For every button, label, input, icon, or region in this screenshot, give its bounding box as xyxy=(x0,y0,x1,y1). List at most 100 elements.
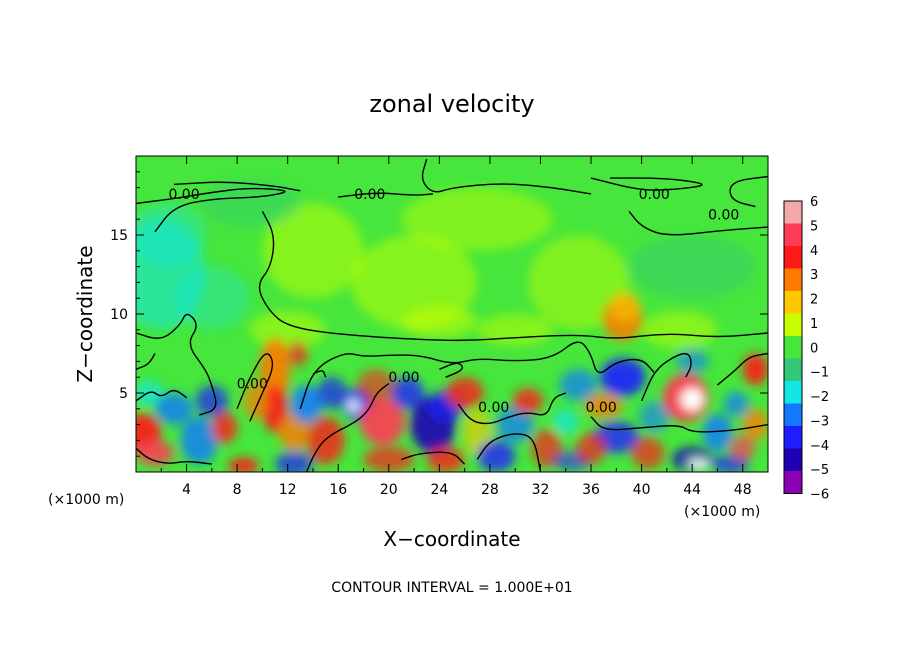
colorbar-label: −3 xyxy=(810,414,829,429)
field-blob xyxy=(631,437,665,469)
field-blob xyxy=(680,388,704,411)
colorbar-label: 3 xyxy=(810,268,818,283)
colorbar-label: −6 xyxy=(810,488,829,503)
y-axis: 5 10 15 xyxy=(110,171,768,457)
field-blob xyxy=(391,377,425,409)
field-blob xyxy=(199,179,301,228)
field-blob xyxy=(316,377,348,409)
contour-labels: 0.00 0.00 0.00 0.00 0.00 0.00 0.00 0.00 xyxy=(168,187,739,416)
colorbar-segment xyxy=(784,313,802,336)
contour-line xyxy=(421,158,592,195)
contour-interval-note: CONTOUR INTERVAL = 1.000E+01 xyxy=(331,580,572,596)
colorbar-segment xyxy=(784,448,802,471)
field-blob xyxy=(136,203,206,267)
field-blob xyxy=(180,416,219,465)
contour-line xyxy=(136,187,286,233)
field-blob xyxy=(359,397,406,446)
contour-line xyxy=(640,352,692,402)
field-blob xyxy=(290,385,324,424)
field-blob xyxy=(723,391,750,417)
field-blob xyxy=(275,451,313,472)
colorbar-label: −2 xyxy=(810,390,829,405)
colorbar-segment xyxy=(784,336,802,359)
contour-line xyxy=(439,362,463,378)
x-tick-label: 40 xyxy=(633,482,651,498)
contour-line xyxy=(338,192,434,198)
contour-line xyxy=(476,433,542,472)
x-tick-label: 44 xyxy=(683,482,701,498)
field-blob xyxy=(426,446,465,472)
velocity-field xyxy=(136,179,768,472)
colorbar-label: 5 xyxy=(810,219,818,234)
field-blob xyxy=(496,405,535,444)
field-blob xyxy=(249,310,326,349)
contour-line xyxy=(401,451,466,465)
colorbar-label: 6 xyxy=(810,195,818,210)
colorbar-label: 1 xyxy=(810,317,818,332)
field-blob xyxy=(599,358,646,397)
field-blob xyxy=(262,385,288,433)
contour-label: 0.00 xyxy=(237,377,268,393)
colorbar-label: −1 xyxy=(810,366,829,381)
contour-line xyxy=(173,181,301,192)
colorbar-segment xyxy=(784,358,802,381)
contour-label: 0.00 xyxy=(388,370,419,386)
field-blob xyxy=(173,266,250,330)
x-tick-label: 8 xyxy=(233,482,242,498)
x-tick-label: 16 xyxy=(329,482,347,498)
colorbar: 6 5 4 3 2 1 0 −1 −2 −3 −4 −5 −6 xyxy=(783,195,829,503)
field-blob xyxy=(527,235,629,330)
colorbar-segment xyxy=(784,381,802,404)
field-blob xyxy=(136,440,174,466)
contour-line xyxy=(136,447,212,465)
contour-label: 0.00 xyxy=(478,400,509,416)
field-blob xyxy=(584,393,623,419)
field-blob xyxy=(477,314,554,346)
colorbar-segment xyxy=(784,201,802,224)
contour-line xyxy=(236,353,274,422)
field-blob xyxy=(278,413,310,452)
contour-line xyxy=(305,382,390,472)
colorbar-segment xyxy=(784,471,802,494)
field-blob xyxy=(401,306,478,338)
contour-line xyxy=(457,392,567,425)
colorbar-segment xyxy=(784,426,802,449)
field-blob xyxy=(477,440,516,472)
contour-line xyxy=(729,175,768,208)
x-tick-label: 48 xyxy=(734,482,752,498)
x-tick-label: 36 xyxy=(582,482,600,498)
field-blob xyxy=(688,459,709,469)
x-tick-label: 24 xyxy=(430,482,448,498)
x-tick-label: 4 xyxy=(182,482,191,498)
x-tick-label: 12 xyxy=(279,482,297,498)
y-tick-label: 5 xyxy=(119,386,128,402)
field-blob xyxy=(401,187,554,251)
zero-contours xyxy=(136,158,768,472)
contour-label: 0.00 xyxy=(708,207,739,223)
field-blob xyxy=(350,235,478,330)
colorbar-segment xyxy=(784,291,802,314)
field-blob xyxy=(512,388,544,414)
contour-line xyxy=(590,177,703,191)
field-blob xyxy=(742,353,768,386)
colorbar-label: 4 xyxy=(810,244,818,259)
contour-line xyxy=(312,370,327,378)
contour-line xyxy=(258,210,768,342)
field-blob xyxy=(628,235,756,299)
plot-area xyxy=(136,156,768,472)
field-blob xyxy=(154,393,193,425)
contour-line xyxy=(136,353,156,370)
colorbar-label: −4 xyxy=(810,439,829,454)
contour-label: 0.00 xyxy=(168,187,199,203)
colorbar-segment xyxy=(784,403,802,426)
field-blob xyxy=(357,369,396,401)
chart-title: zonal velocity xyxy=(369,90,534,118)
contour-label: 0.00 xyxy=(586,400,617,416)
contour-line xyxy=(299,341,655,410)
colorbar-segment xyxy=(784,246,802,269)
colorbar-label: −5 xyxy=(810,463,829,478)
contour-line xyxy=(590,416,768,433)
colorbar-segment xyxy=(784,268,802,291)
colorbar-frame xyxy=(783,200,803,494)
